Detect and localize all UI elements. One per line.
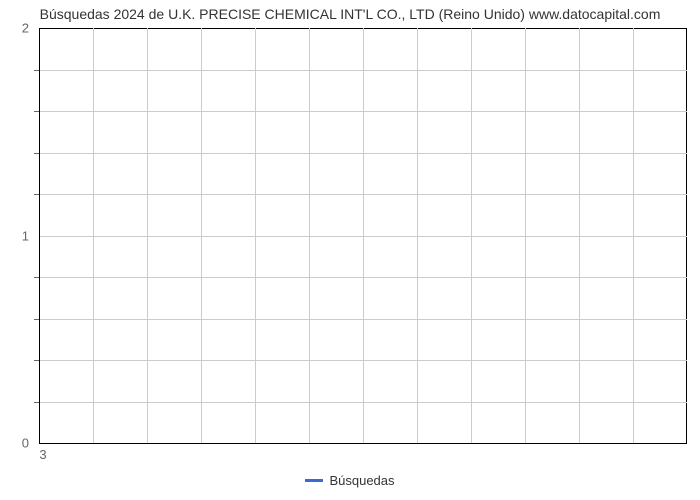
grid-line-vertical [471,28,472,443]
legend-label: Búsquedas [329,473,394,488]
legend-swatch [305,479,323,482]
y-tick-label: 2 [0,21,29,36]
y-minor-tick [34,153,39,154]
y-minor-tick [34,277,39,278]
y-minor-tick [34,194,39,195]
grid-line-vertical [363,28,364,443]
y-tick-label: 0 [0,436,29,451]
grid-line-vertical [633,28,634,443]
grid-line-vertical [525,28,526,443]
y-minor-tick [34,360,39,361]
y-minor-tick [34,111,39,112]
plot-area [39,28,687,443]
grid-line-vertical [255,28,256,443]
search-chart: Búsquedas 2024 de U.K. PRECISE CHEMICAL … [0,0,700,500]
grid-line-vertical [147,28,148,443]
y-minor-tick [34,70,39,71]
grid-line-horizontal [39,443,687,444]
grid-line-vertical [309,28,310,443]
grid-line-vertical [39,28,40,443]
x-tick-label: 3 [39,447,46,462]
legend: Búsquedas [0,470,700,488]
grid-line-vertical [93,28,94,443]
y-tick-label: 1 [0,228,29,243]
legend-item: Búsquedas [305,473,394,488]
y-minor-tick [34,319,39,320]
y-minor-tick [34,402,39,403]
chart-title: Búsquedas 2024 de U.K. PRECISE CHEMICAL … [0,0,700,22]
grid-line-vertical [201,28,202,443]
grid-line-vertical [417,28,418,443]
grid-line-vertical [579,28,580,443]
